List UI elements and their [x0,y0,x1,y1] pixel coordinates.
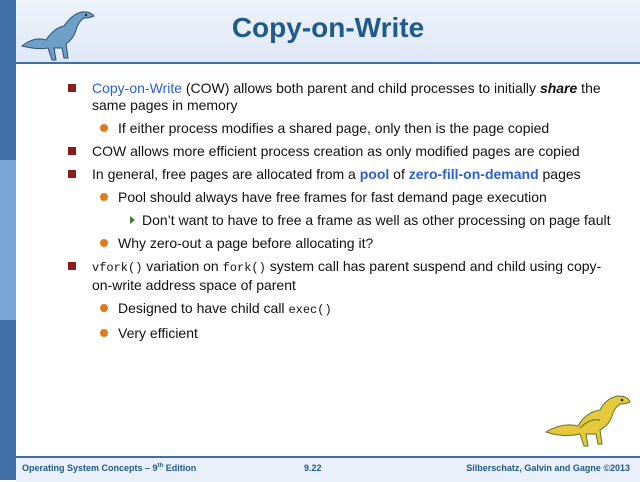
code-vfork: vfork() [92,261,143,275]
slide-title: Copy-on-Write [231,12,425,43]
square-bullet-icon [68,147,76,155]
bullet-item: vfork() variation on fork() system call … [60,258,620,294]
square-bullet-icon [68,170,76,178]
code-exec: exec() [288,303,332,317]
sub-bullet-item: Why zero-out a page before allocating it… [60,235,620,252]
sidebar-segment-top [0,0,16,160]
bullet-text: the same pages in memory [92,80,601,113]
slide-header [16,0,640,64]
dinosaur-icon [544,395,631,447]
bullet-text: pages [538,166,581,182]
bullet-item: In general, free pages are allocated fro… [60,166,620,183]
bullet-text: If either process modifies a shared page… [118,120,550,136]
footer-page-number: 9.22 [304,463,322,473]
left-sidebar-bar [0,0,16,480]
bullet-text: In general, free pages are allocated fro… [92,166,360,182]
code-fork: fork() [222,261,266,275]
term-pool: pool [359,166,390,182]
footer-authors: Silberschatz, Galvin and Gagne ©2013 [466,463,630,473]
bullet-text: (COW) allows both parent and child proce… [182,80,537,96]
bullet-text: system call has parent suspend and child… [92,258,602,293]
dot-bullet-icon [100,124,108,132]
bullet-text: of [389,166,409,182]
bullet-text: Pool should always have free frames for … [118,189,547,205]
bullet-text: COW allows more efficient process creati… [92,143,580,159]
bullet-text: Very efficient [118,325,198,341]
dot-bullet-icon [100,304,108,312]
dot-bullet-icon [100,239,108,247]
square-bullet-icon [68,84,76,92]
bullet-text: Why zero-out a page before allocating it… [118,235,374,251]
sub-sub-bullet-item: Don’t want to have to free a frame as we… [60,212,620,229]
sub-bullet-item: Pool should always have free frames for … [60,189,620,206]
dot-bullet-icon [100,329,108,337]
footer-book-title: Operating System Concepts – 9th Edition [22,463,197,473]
triangle-bullet-icon [130,216,135,224]
term-copy-on-write: Copy-on-Write [92,80,182,96]
term-zero-fill: zero-fill-on-demand [408,166,539,182]
sub-bullet-item: Very efficient [60,325,620,342]
bullet-item: COW allows more efficient process creati… [60,143,620,160]
dinosaur-icon [20,11,95,61]
dot-bullet-icon [100,193,108,201]
share-emphasis: share [539,80,578,96]
bullet-item: Copy-on-Write (COW) allows both parent a… [60,80,620,114]
square-bullet-icon [68,262,76,270]
bullet-text: Designed to have child call [118,300,289,316]
sidebar-segment-middle [0,160,16,320]
slide-footer [16,456,640,482]
sub-bullet-item: Designed to have child call exec() [60,300,620,319]
sub-bullet-item: If either process modifies a shared page… [60,120,620,137]
bullet-text: Don’t want to have to free a frame as we… [142,212,611,228]
sidebar-segment-bottom [0,320,16,480]
slide-content: Copy-on-Write (COW) allows both parent a… [60,80,620,348]
bullet-text: variation on [142,258,223,274]
